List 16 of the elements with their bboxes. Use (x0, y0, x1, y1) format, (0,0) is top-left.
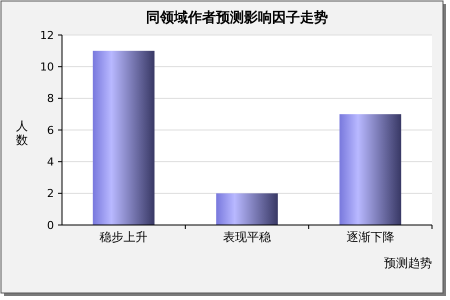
x-tick-label: 表现平稳 (223, 230, 271, 244)
y-tick-label: 4 (47, 156, 54, 169)
y-tick-label: 8 (47, 92, 54, 106)
y-tick-label: 10 (40, 60, 54, 74)
y-tick-label: 2 (47, 187, 54, 200)
bar (92, 50, 154, 225)
x-tick-label: 稳步上升 (100, 230, 148, 244)
bar (216, 193, 278, 225)
y-tick-label: 0 (47, 218, 54, 232)
y-tick-label: 12 (40, 28, 54, 42)
chart-title: 同领域作者预测影响因子走势 (146, 10, 328, 26)
y-axis-title: 人数 (16, 119, 28, 147)
x-tick-label: 逐渐下降 (346, 230, 394, 244)
x-axis-title: 预测趋势 (384, 256, 432, 270)
y-tick-label: 6 (47, 124, 54, 137)
bar (340, 114, 402, 225)
